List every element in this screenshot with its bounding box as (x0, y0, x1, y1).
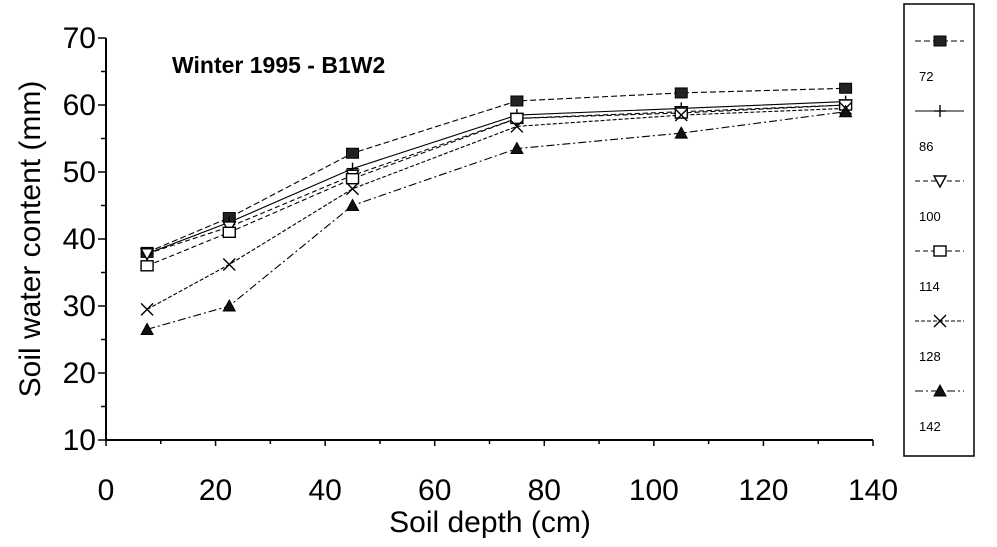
markers (139, 82, 853, 335)
legend-marker-72 (933, 35, 947, 47)
point-128-1-b (222, 257, 236, 271)
y-tick-label: 10 (63, 424, 96, 457)
point-128-0-b (140, 302, 154, 316)
x-tick-label: 120 (738, 474, 788, 507)
series-line-100 (146, 104, 846, 255)
y-axis-title: Soil water content (mm) (14, 81, 47, 398)
legend-marker-114 (933, 245, 947, 257)
point-142-1 (222, 298, 237, 312)
legend-label-86: 86 (919, 139, 933, 154)
point-72-2 (346, 147, 360, 159)
point-128-2-b (346, 182, 360, 196)
point-128-4 (674, 108, 688, 122)
x-tick-label: 40 (308, 474, 341, 507)
point-114-4 (674, 107, 688, 119)
legend-box (903, 3, 975, 457)
legend: 72 86 100 114 128 142 (903, 3, 975, 457)
axes (105, 38, 873, 441)
x-axis-title: Soil depth (cm) (389, 506, 591, 539)
point-128-4-b (674, 108, 688, 122)
legend-marker-128-b (933, 314, 947, 328)
point-142-0 (140, 322, 154, 335)
point-114-3 (510, 112, 524, 125)
point-128-3-b (510, 119, 524, 133)
x-tick-label: 80 (528, 474, 561, 507)
y-tick-label: 70 (63, 22, 96, 55)
series-line-72 (146, 87, 846, 253)
x-tick-label: 140 (848, 474, 898, 507)
legend-label-142: 142 (919, 419, 941, 434)
legend-marker-142 (933, 383, 947, 397)
point-114-2 (345, 172, 360, 185)
x-tick-label: 100 (629, 474, 679, 507)
point-114-1 (222, 226, 236, 239)
legend-label-128: 128 (919, 349, 941, 364)
chart-title: Winter 1995 - B1W2 (172, 52, 385, 78)
series-line-128 (146, 107, 846, 310)
y-tick-label: 30 (63, 290, 96, 323)
y-tick-label: 40 (63, 223, 96, 256)
series-lines (146, 87, 846, 330)
ticks (98, 37, 874, 446)
point-128-2 (346, 182, 360, 196)
point-142-5 (838, 104, 853, 118)
legend-marker-128 (933, 314, 947, 328)
series-line-86 (146, 101, 846, 255)
legend-marker-86 (934, 105, 946, 117)
point-142-4 (674, 126, 689, 139)
x-tick-label: 60 (418, 474, 451, 507)
point-114-0 (140, 260, 154, 272)
point-72-4 (674, 87, 688, 99)
point-72-3 (510, 95, 524, 107)
legend-label-114: 114 (919, 279, 940, 294)
legend-items: 72 86 100 114 128 142 (915, 35, 964, 434)
legend-label-72: 72 (919, 69, 933, 84)
legend-label-100: 100 (919, 209, 941, 224)
y-tick-label: 60 (63, 89, 96, 122)
point-128-3 (510, 119, 524, 133)
x-tick-label: 0 (98, 474, 115, 507)
point-142-3 (510, 141, 524, 155)
series-line-114 (146, 104, 846, 267)
tick-labels: 0 20 40 60 80 100 120 140 10 20 30 40 50 60 70 (63, 22, 898, 507)
point-128-0 (140, 302, 154, 316)
legend-marker-100 (932, 175, 948, 189)
y-tick-label: 20 (63, 357, 96, 390)
point-128-1 (222, 257, 236, 271)
y-tick-label: 50 (63, 156, 96, 189)
x-tick-label: 20 (199, 474, 232, 507)
point-100-0 (139, 248, 155, 262)
point-72-5 (839, 82, 853, 94)
point-142-2 (345, 198, 360, 211)
series-line-142 (146, 111, 846, 330)
